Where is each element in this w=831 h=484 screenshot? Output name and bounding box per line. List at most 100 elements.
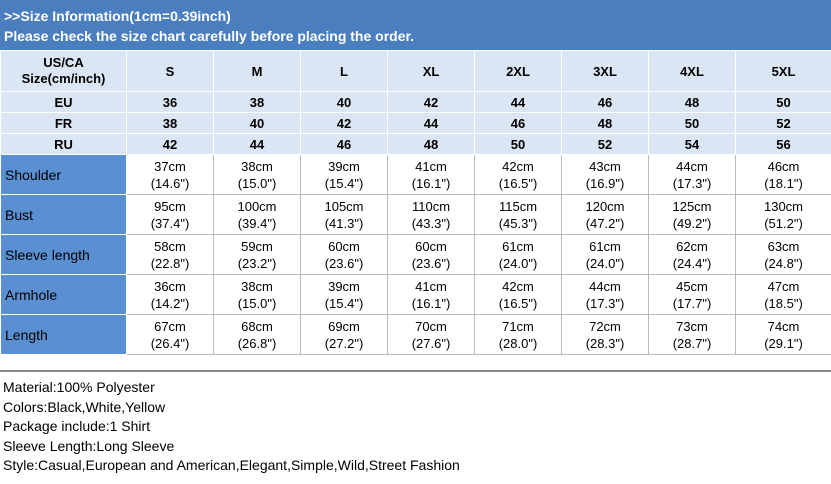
info-package: Package include:1 Shirt xyxy=(3,418,151,434)
measurement-cell: 67cm (26.4") xyxy=(126,314,214,355)
measurement-cell: 61cm (24.0") xyxy=(561,234,649,275)
measurement-inch: (22.8") xyxy=(150,255,190,271)
measurement-cm: 74cm xyxy=(767,318,800,334)
measurement-inch: (15.0") xyxy=(237,295,277,311)
size-conversion-row: FR 38 40 42 44 46 48 50 52 xyxy=(0,112,831,134)
size-system-label-line2: Size(cm/inch) xyxy=(21,71,106,86)
measurement-cm: 72cm xyxy=(589,318,621,334)
size-conversion-cell: 56 xyxy=(735,133,831,155)
size-conversion-cell: 42 xyxy=(300,112,388,134)
measurement-inch: (47.2") xyxy=(585,215,625,231)
measurement-cm: 73cm xyxy=(676,318,708,334)
size-region-label: RU xyxy=(0,133,127,155)
measurement-cm: 70cm xyxy=(415,318,447,334)
measurement-cell: 71cm (28.0") xyxy=(474,314,562,355)
measurement-cell: 68cm (26.8") xyxy=(213,314,301,355)
size-conversion-cell: 54 xyxy=(648,133,736,155)
size-conversion-cell: 50 xyxy=(474,133,562,155)
size-system-label: US/CA Size(cm/inch) xyxy=(0,50,127,92)
header-notice: Please check the size chart carefully be… xyxy=(4,28,415,44)
measurement-inch: (41.3") xyxy=(324,215,364,231)
size-conversion-cell: 42 xyxy=(387,91,475,113)
measurement-cell: 39cm (15.4") xyxy=(300,154,388,195)
measurement-inch: (29.1") xyxy=(764,335,803,351)
measurement-inch: (15.0") xyxy=(237,175,277,191)
measurement-cell: 62cm (24.4") xyxy=(648,234,736,275)
measurement-label: Bust xyxy=(0,194,127,235)
measurement-cm: 125cm xyxy=(672,198,712,214)
measurement-inch: (15.4") xyxy=(324,295,364,311)
size-conversion-cell: 48 xyxy=(387,133,475,155)
measurement-cell: 42cm (16.5") xyxy=(474,274,562,315)
measurement-cm: 68cm xyxy=(241,318,273,334)
size-conversion-cell: 48 xyxy=(561,112,649,134)
size-column-header: S xyxy=(126,50,214,92)
measurement-cell: 46cm (18.1") xyxy=(735,154,831,195)
measurement-cm: 63cm xyxy=(767,238,800,254)
measurement-cm: 38cm xyxy=(241,158,273,174)
measurement-cm: 61cm xyxy=(502,238,534,254)
measurement-cm: 60cm xyxy=(415,238,447,254)
measurement-inch: (24.8") xyxy=(764,255,803,271)
measurement-cm: 44cm xyxy=(589,278,621,294)
size-conversion-cell: 46 xyxy=(300,133,388,155)
measurement-inch: (14.2") xyxy=(150,295,190,311)
measurement-cell: 41cm (16.1") xyxy=(387,274,475,315)
size-conversion-cell: 44 xyxy=(387,112,475,134)
size-conversion-cell: 48 xyxy=(648,91,736,113)
measurement-inch: (16.9") xyxy=(585,175,625,191)
size-conversion-cell: 44 xyxy=(474,91,562,113)
measurement-cell: 43cm (16.9") xyxy=(561,154,649,195)
measurement-inch: (45.3") xyxy=(498,215,538,231)
size-conversion-cell: 36 xyxy=(126,91,214,113)
size-column-header: 2XL xyxy=(474,50,562,92)
measurement-inch: (28.3") xyxy=(585,335,625,351)
size-conversion-row: EU 36 38 40 42 44 46 48 50 xyxy=(0,91,831,113)
measurement-inch: (49.2") xyxy=(672,215,712,231)
measurement-inch: (43.3") xyxy=(411,215,451,231)
measurement-cm: 100cm xyxy=(237,198,277,214)
measurement-cm: 61cm xyxy=(589,238,621,254)
measurement-cm: 39cm xyxy=(328,158,360,174)
measurement-cm: 38cm xyxy=(241,278,273,294)
size-region-label: FR xyxy=(0,112,127,134)
measurement-cm: 37cm xyxy=(154,158,186,174)
measurement-cell: 61cm (24.0") xyxy=(474,234,562,275)
size-conversion-cell: 52 xyxy=(561,133,649,155)
measurement-cell: 110cm (43.3") xyxy=(387,194,475,235)
measurement-cell: 125cm (49.2") xyxy=(648,194,736,235)
size-conversion-cell: 52 xyxy=(735,112,831,134)
measurement-label: Armhole xyxy=(0,274,127,315)
measurement-inch: (27.2") xyxy=(324,335,364,351)
measurement-cm: 44cm xyxy=(676,158,708,174)
size-conversion-cell: 44 xyxy=(213,133,301,155)
measurement-inch: (26.4") xyxy=(150,335,190,351)
measurement-cell: 60cm (23.6") xyxy=(387,234,475,275)
size-conversion-cell: 46 xyxy=(561,91,649,113)
measurement-cell: 70cm (27.6") xyxy=(387,314,475,355)
measurement-cm: 130cm xyxy=(763,198,804,214)
measurement-inch: (27.6") xyxy=(411,335,451,351)
size-column-header: 3XL xyxy=(561,50,649,92)
measurement-inch: (17.7") xyxy=(672,295,712,311)
measurement-label: Length xyxy=(0,314,127,355)
size-conversion-cell: 40 xyxy=(213,112,301,134)
measurement-cm: 62cm xyxy=(676,238,708,254)
measurement-cm: 46cm xyxy=(767,158,800,174)
measurement-cm: 39cm xyxy=(328,278,360,294)
size-conversion-cell: 50 xyxy=(648,112,736,134)
measurement-cm: 60cm xyxy=(328,238,360,254)
measurement-cell: 74cm (29.1") xyxy=(735,314,831,355)
header-title: >>Size Information(1cm=0.39inch) xyxy=(4,8,231,24)
measurement-inch: (18.5") xyxy=(764,295,803,311)
size-column-header: M xyxy=(213,50,301,92)
measurement-inch: (39.4") xyxy=(237,215,277,231)
measurement-cm: 41cm xyxy=(415,158,447,174)
measurement-cm: 95cm xyxy=(154,198,186,214)
measurement-row: Shoulder 37cm (14.6") 38cm (15.0") 39cm (15.4"… xyxy=(0,154,831,195)
measurement-cm: 45cm xyxy=(676,278,708,294)
measurement-cm: 115cm xyxy=(498,198,538,214)
size-conversion-cell: 40 xyxy=(300,91,388,113)
measurement-cell: 69cm (27.2") xyxy=(300,314,388,355)
measurement-inch: (23.6") xyxy=(411,255,451,271)
